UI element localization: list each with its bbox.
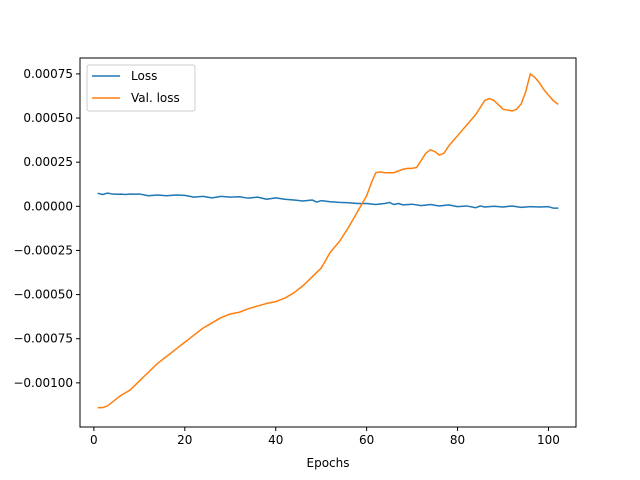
- x-tick-label: 80: [450, 433, 465, 447]
- x-axis-label: Epochs: [307, 456, 350, 470]
- y-tick-label: 0.00000: [23, 199, 73, 213]
- y-tick-label: −0.00025: [13, 243, 73, 257]
- axes-frame: [79, 57, 577, 428]
- axes-background: [80, 58, 576, 427]
- series-line-1: [97, 192, 559, 209]
- legend: Loss Val. loss: [86, 64, 196, 112]
- y-tick-label: −0.00100: [13, 376, 73, 390]
- plot-area: [79, 57, 577, 428]
- y-tick-label: 0.00050: [23, 111, 73, 125]
- series-layer: [97, 73, 559, 409]
- x-tick-label: 40: [268, 433, 283, 447]
- y-tick-label: 0.00025: [23, 155, 73, 169]
- x-tick-label: 0: [90, 433, 98, 447]
- x-tick-label: 60: [359, 433, 374, 447]
- x-axis-ticks: 0 20 40 60 80 100: [90, 427, 560, 447]
- y-axis-ticks: −0.00100 −0.00075 −0.00050 −0.00025 0.00000 0…: [13, 67, 80, 390]
- y-tick-label: −0.00075: [13, 332, 73, 346]
- x-tick-label: 20: [177, 433, 192, 447]
- y-tick-label: −0.00050: [13, 288, 73, 302]
- y-tick-label: 0.00075: [23, 67, 73, 81]
- legend-label-1: Loss: [131, 69, 157, 83]
- series-line-2: [97, 73, 559, 409]
- x-tick-label: 100: [537, 433, 560, 447]
- legend-label-2: Val. loss: [131, 91, 180, 105]
